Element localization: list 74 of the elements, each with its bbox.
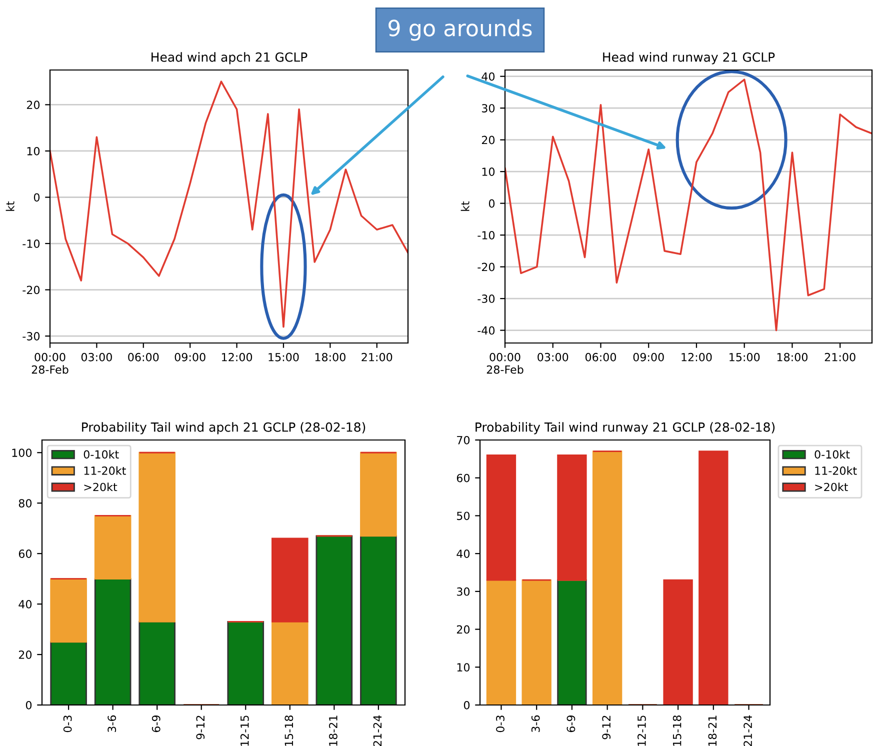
y-axis-title: kt	[460, 201, 470, 211]
y-tick-label: 40	[18, 600, 32, 608]
x-tick-label: 06:00	[128, 352, 159, 362]
y-tick-label: 50	[456, 512, 470, 520]
x-tick-label: 3-6	[108, 715, 116, 732]
y-tick-label: 20	[18, 650, 32, 659]
x-tick-label: 3-6	[531, 715, 540, 732]
y-tick-label: 0	[26, 700, 32, 710]
x-tick-label: 21-24	[373, 715, 382, 746]
x-tick-label: 0-3	[496, 716, 504, 732]
y-tick-label: -30	[478, 294, 495, 303]
y-tick-label: 40	[456, 550, 470, 558]
x-tick-label: 06:00	[585, 352, 616, 362]
x-tick-label: 12-15	[638, 716, 646, 746]
x-tick-label: 6-9	[566, 716, 576, 732]
x-tick-label: 15-18	[672, 715, 682, 746]
y-tick-label: -10	[478, 231, 495, 240]
x-tick-label: 18:00	[777, 352, 808, 362]
x-tick-label: 6-9	[152, 716, 160, 732]
x-tick-label: 12:00	[222, 352, 252, 362]
x-tick-label: 15-18	[284, 715, 294, 746]
y-tick-label: 20	[482, 136, 495, 144]
y-tick-label: -30	[22, 332, 40, 340]
x-tick-label: 9-12	[196, 716, 205, 740]
x-tick-label: 21:00	[362, 352, 392, 362]
y-axis-title: kt	[6, 201, 14, 211]
x-tick-label: 00:00 28-Feb	[32, 352, 68, 374]
x-tick-label: 0-3	[63, 716, 72, 732]
x-tick-label: 09:00	[633, 352, 664, 362]
x-tick-label: 15:00	[730, 352, 760, 362]
x-tick-label: 21-24	[744, 715, 752, 746]
y-tick-label: 80	[18, 499, 32, 508]
x-tick-label: 12-15	[240, 716, 249, 746]
y-tick-label: 10	[482, 168, 495, 176]
y-tick-label: 0	[464, 700, 470, 710]
legend-label: 0-10kt	[84, 450, 119, 459]
x-tick-label: 03:00	[538, 352, 568, 362]
x-tick-label: 18-21	[708, 716, 717, 746]
legend-label: 0-10kt	[814, 450, 850, 459]
x-tick-label: 18:00	[315, 352, 346, 362]
y-tick-label: -10	[22, 239, 40, 248]
y-tick-label: 60	[456, 474, 470, 482]
y-tick-label: 10	[457, 663, 470, 672]
legend-label: 11-20kt	[84, 466, 126, 475]
x-tick-label: 12:00	[682, 352, 712, 362]
x-tick-label: 09:00	[174, 352, 206, 362]
y-tick-label: 20	[456, 625, 470, 634]
x-tick-label: 18-21	[328, 716, 338, 746]
chart-title: Head wind runway 21 GCLP	[603, 52, 775, 64]
y-tick-label: 0	[488, 199, 495, 208]
text: 9 go arounds	[388, 19, 532, 41]
y-tick-label: 0	[34, 193, 40, 202]
y-tick-label: -20	[478, 262, 495, 272]
x-tick-label: 03:00	[81, 352, 112, 362]
legend-label: >20kt	[815, 482, 848, 492]
chart-title: Probability Tail wind apch 21 GCLP (28-02-18)	[82, 422, 366, 434]
y-tick-label: -40	[478, 326, 495, 335]
y-tick-label: 100	[12, 448, 32, 457]
y-tick-label: 40	[482, 72, 495, 81]
x-tick-label: 21:00	[824, 352, 856, 362]
y-tick-label: 30	[456, 587, 470, 596]
chart-title: Probability Tail wind runway 21 GCLP (28-02-18)	[476, 422, 775, 434]
legend-label: >20kt	[84, 482, 118, 492]
y-tick-label: 30	[482, 104, 495, 112]
chart-title: Head wind apch 21 GCLP	[152, 52, 308, 64]
x-tick-label: 00:00 28-Feb	[486, 352, 524, 374]
y-tick-label: 20	[26, 100, 40, 110]
y-tick-label: 70	[457, 436, 470, 444]
legend-label: 11-20kt	[815, 466, 857, 475]
y-tick-label: -20	[22, 286, 40, 294]
y-tick-label: 10	[27, 146, 40, 156]
y-tick-label: 60	[18, 550, 32, 558]
x-tick-label: 15:00	[268, 352, 299, 362]
x-tick-label: 9-12	[602, 716, 611, 740]
